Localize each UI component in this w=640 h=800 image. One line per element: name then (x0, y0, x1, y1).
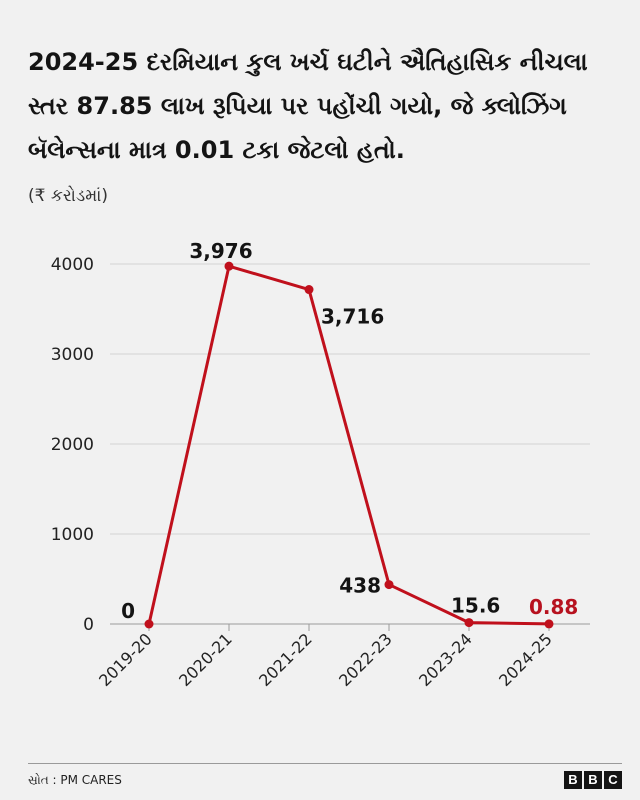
footer-divider (28, 763, 622, 764)
x-tick-label: 2019-20 (95, 629, 156, 690)
bbc-logo: B B C (564, 771, 622, 789)
y-tick-label: 4000 (51, 255, 94, 275)
chart-title: 2024-25 દરમિયાન કુલ ખર્ચ ઘટીને ઐતિહાસિક … (28, 48, 588, 164)
series-line (147, 264, 550, 626)
bbc-logo-letter-1: B (564, 771, 582, 789)
data-point (464, 618, 474, 628)
data-point (384, 580, 394, 590)
y-axis-ticks: 0 1000 2000 3000 4000 (51, 255, 94, 635)
data-label: 15.6 (451, 594, 500, 618)
data-points (144, 261, 554, 629)
bbc-logo-letter-3: C (604, 771, 622, 789)
x-tick-label: 2024-25 (495, 629, 556, 690)
data-point (544, 619, 554, 629)
x-tick-label: 2020-21 (175, 629, 236, 690)
x-tick-label: 2021-22 (255, 629, 316, 690)
source-note: સ્રોત : PM CARES (28, 773, 122, 787)
data-point (144, 619, 154, 629)
data-point (304, 285, 314, 295)
y-tick-label: 3000 (51, 345, 94, 365)
bbc-logo-letter-2: B (584, 771, 602, 789)
y-tick-label: 1000 (51, 525, 94, 545)
data-point (224, 261, 234, 271)
data-label: 0.88 (529, 595, 578, 619)
y-tick-label: 0 (83, 615, 94, 635)
y-tick-label: 2000 (51, 435, 94, 455)
data-labels: 0 3,976 3,716 438 15.6 0.88 (121, 239, 578, 623)
data-label: 438 (339, 574, 381, 598)
data-label: 0 (121, 599, 135, 623)
x-axis-ticks: 2019-20 2020-21 2021-22 2022-23 2023-24 2024-… (95, 624, 556, 690)
data-label: 3,716 (321, 305, 384, 329)
series-polyline (147, 264, 550, 626)
x-tick-label: 2023-24 (415, 629, 476, 690)
x-tick-label: 2022-23 (335, 629, 396, 690)
data-label: 3,976 (189, 239, 252, 263)
unit-label: (₹ કરોડમાં) (28, 186, 109, 206)
